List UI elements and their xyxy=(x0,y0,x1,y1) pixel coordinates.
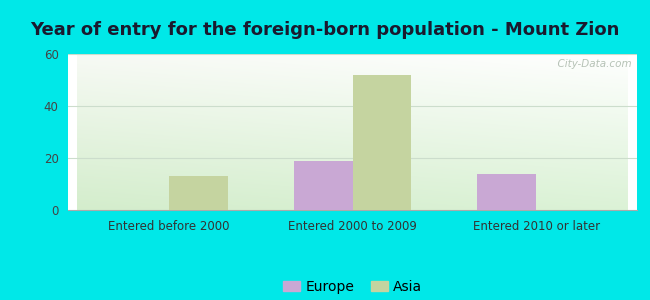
Bar xyxy=(477,174,536,210)
Bar xyxy=(169,176,228,210)
Bar xyxy=(294,160,353,210)
Legend: Europe, Asia: Europe, Asia xyxy=(278,275,428,300)
Text: Year of entry for the foreign-born population - Mount Zion: Year of entry for the foreign-born popul… xyxy=(31,21,619,39)
Bar xyxy=(353,75,411,210)
Text: City-Data.com: City-Data.com xyxy=(551,59,631,69)
